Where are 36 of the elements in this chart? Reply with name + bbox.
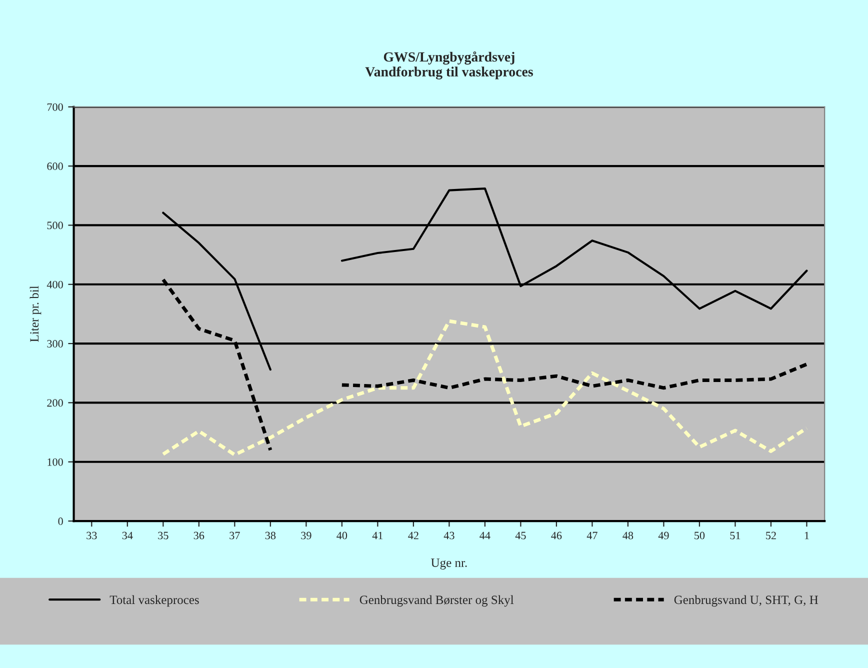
x-tick-label: 39 — [301, 532, 312, 540]
y-tick-label: 500 — [47, 222, 63, 230]
y-tick-label: 200 — [47, 399, 63, 407]
x-tick-label: 45 — [515, 532, 526, 540]
legend-label: Genbrugsvand Børster og Skyl — [360, 595, 514, 607]
x-tick-label: 34 — [122, 532, 133, 540]
x-tick-label: 40 — [336, 532, 348, 540]
x-tick-label: 46 — [551, 532, 562, 540]
x-tick-label: 44 — [480, 532, 490, 540]
y-tick-label: 700 — [47, 103, 63, 111]
x-tick-label: 50 — [694, 532, 705, 540]
x-tick-label: 41 — [372, 532, 383, 540]
x-tick-label: 49 — [658, 532, 669, 540]
y-tick-label: 300 — [47, 340, 63, 348]
y-tick-label: 600 — [47, 162, 63, 170]
x-tick-label: 48 — [622, 532, 634, 540]
x-tick-label: 33 — [86, 532, 97, 540]
legend-label: Total vaskeproces — [110, 595, 199, 607]
x-tick-label: 51 — [730, 532, 740, 540]
x-axis-title: Uge nr. — [431, 558, 467, 570]
x-tick-label: 47 — [586, 532, 598, 540]
x-tick-label: 42 — [408, 532, 418, 540]
y-tick-label: 100 — [48, 458, 63, 466]
x-tick-label: 37 — [230, 532, 240, 540]
legend-label: Genbrugsvand U, SHT, G, H — [674, 595, 818, 607]
x-tick-label: 43 — [444, 532, 454, 540]
chart-title: GWS/Lyngbygårdsvej Vandforbrug til vaskeproces — [365, 51, 533, 80]
line-series — [161, 319, 808, 457]
x-tick-label: 38 — [265, 532, 276, 540]
x-tick-label: 36 — [194, 532, 204, 540]
y-axis-title: Liter pr. bil — [30, 286, 42, 342]
x-tick-label: 1 — [804, 532, 809, 540]
x-tick-label: 52 — [766, 532, 776, 540]
x-tick-label: 35 — [158, 532, 168, 540]
y-tick-label: 400 — [46, 280, 63, 288]
y-tick-label: 0 — [58, 518, 63, 526]
